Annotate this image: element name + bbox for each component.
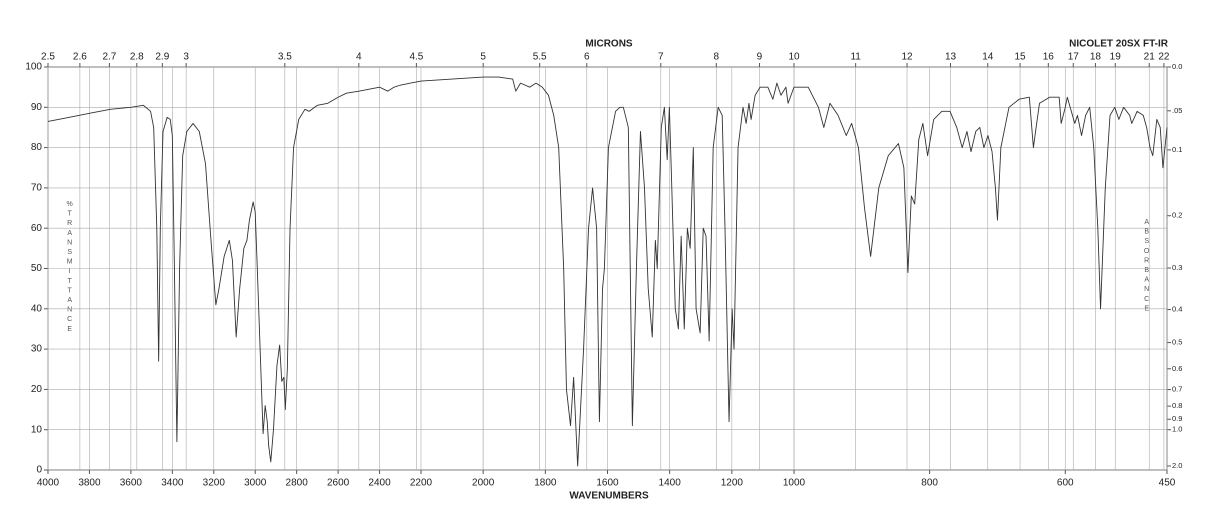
y2-axis-label: ABSORBANCE xyxy=(1143,219,1150,315)
y2-tick-label: 0.4 xyxy=(1172,305,1182,314)
y2-tick-label: 0.9 xyxy=(1172,414,1182,423)
y2-tick-label: 0.0 xyxy=(1172,62,1182,71)
x2-tick-label: 21 xyxy=(1144,52,1156,63)
x2-tick-label: 4 xyxy=(356,52,362,63)
x-tick-label: 1200 xyxy=(721,478,744,489)
y-tick-label: 90 xyxy=(31,102,43,113)
x2-tick-label: 11 xyxy=(850,52,861,63)
x2-axis-label: MICRONS xyxy=(585,39,633,50)
x2-tick-label: 8 xyxy=(714,52,720,63)
x-tick-label: 2600 xyxy=(327,478,350,489)
x2-tick-label: 14 xyxy=(982,52,994,63)
x2-tick-label: 5 xyxy=(480,52,486,63)
x-tick-label: 450 xyxy=(1159,478,1176,489)
x2-tick-label: 2.7 xyxy=(102,52,116,63)
spectrum-line xyxy=(47,76,1168,467)
x2-tick-label: 10 xyxy=(788,52,800,63)
y2-tick-label: 1.0 xyxy=(1172,425,1182,434)
x2-tick-label: 2.6 xyxy=(73,52,87,63)
x-tick-label: 1600 xyxy=(596,478,619,489)
x-tick-label: 3400 xyxy=(161,478,184,489)
x2-tick-label: 19 xyxy=(1110,52,1122,63)
y-tick-label: 10 xyxy=(31,424,43,435)
x-tick-label: 1000 xyxy=(783,478,806,489)
x-tick-label: 2200 xyxy=(410,478,433,489)
y-tick-label: 100 xyxy=(25,62,42,73)
y2-tick-label: 0.5 xyxy=(1172,338,1182,347)
x-tick-label: 2000 xyxy=(472,478,495,489)
x-axis-label: WAVENUMBERS xyxy=(569,491,649,502)
x2-tick-label: 3.5 xyxy=(278,52,292,63)
y2-tick-label: 0.2 xyxy=(1172,211,1182,220)
x2-tick-label: 12 xyxy=(901,52,913,63)
x2-tick-label: 15 xyxy=(1014,52,1026,63)
y2-tick-label: .05 xyxy=(1172,106,1182,115)
y-tick-label: 20 xyxy=(31,384,43,395)
x2-tick-label: 16 xyxy=(1043,52,1055,63)
x2-tick-label: 6 xyxy=(584,52,590,63)
y-tick-label: 40 xyxy=(31,303,43,314)
x2-tick-label: 7 xyxy=(658,52,664,63)
x2-tick-label: 4.5 xyxy=(409,52,423,63)
x-tick-label: 4000 xyxy=(37,478,60,489)
y-tick-label: 30 xyxy=(31,344,43,355)
x-tick-label: 2800 xyxy=(286,478,309,489)
y-tick-label: 60 xyxy=(31,223,43,234)
y-tick-label: 50 xyxy=(31,263,43,274)
x-tick-label: 600 xyxy=(1057,478,1074,489)
y2-tick-label: 0.3 xyxy=(1172,263,1182,272)
x2-tick-label: 18 xyxy=(1090,52,1102,63)
x-tick-label: 3000 xyxy=(244,478,267,489)
x2-tick-label: 2.9 xyxy=(155,52,169,63)
x2-tick-label: 2.5 xyxy=(41,52,55,63)
x-tick-label: 3800 xyxy=(78,478,101,489)
y2-tick-label: 0.7 xyxy=(1172,385,1182,394)
x2-tick-label: 17 xyxy=(1068,52,1080,63)
x-tick-label: 800 xyxy=(921,478,938,489)
x2-tick-label: 5.5 xyxy=(533,52,547,63)
y-tick-label: 80 xyxy=(31,142,43,153)
x-tick-label: 2400 xyxy=(368,478,391,489)
x2-tick-label: 13 xyxy=(945,52,957,63)
x-tick-label: 1400 xyxy=(659,478,682,489)
x-tick-label: 1800 xyxy=(534,478,557,489)
y2-tick-label: 0.6 xyxy=(1172,364,1182,373)
y2-tick-label: 0.8 xyxy=(1172,401,1182,410)
x-tick-label: 3200 xyxy=(203,478,226,489)
y2-tick-label: 0.1 xyxy=(1172,145,1182,154)
instrument-title: NICOLET 20SX FT-IR xyxy=(1069,39,1169,50)
y-tick-label: 0 xyxy=(36,465,42,476)
x2-tick-label: 2.8 xyxy=(130,52,144,63)
x2-tick-label: 3 xyxy=(183,52,189,63)
y2-tick-label: 2.0 xyxy=(1172,461,1182,470)
y-tick-label: 70 xyxy=(31,183,43,194)
x-tick-label: 3600 xyxy=(120,478,143,489)
x2-tick-label: 22 xyxy=(1158,52,1170,63)
x2-tick-label: 9 xyxy=(757,52,763,63)
